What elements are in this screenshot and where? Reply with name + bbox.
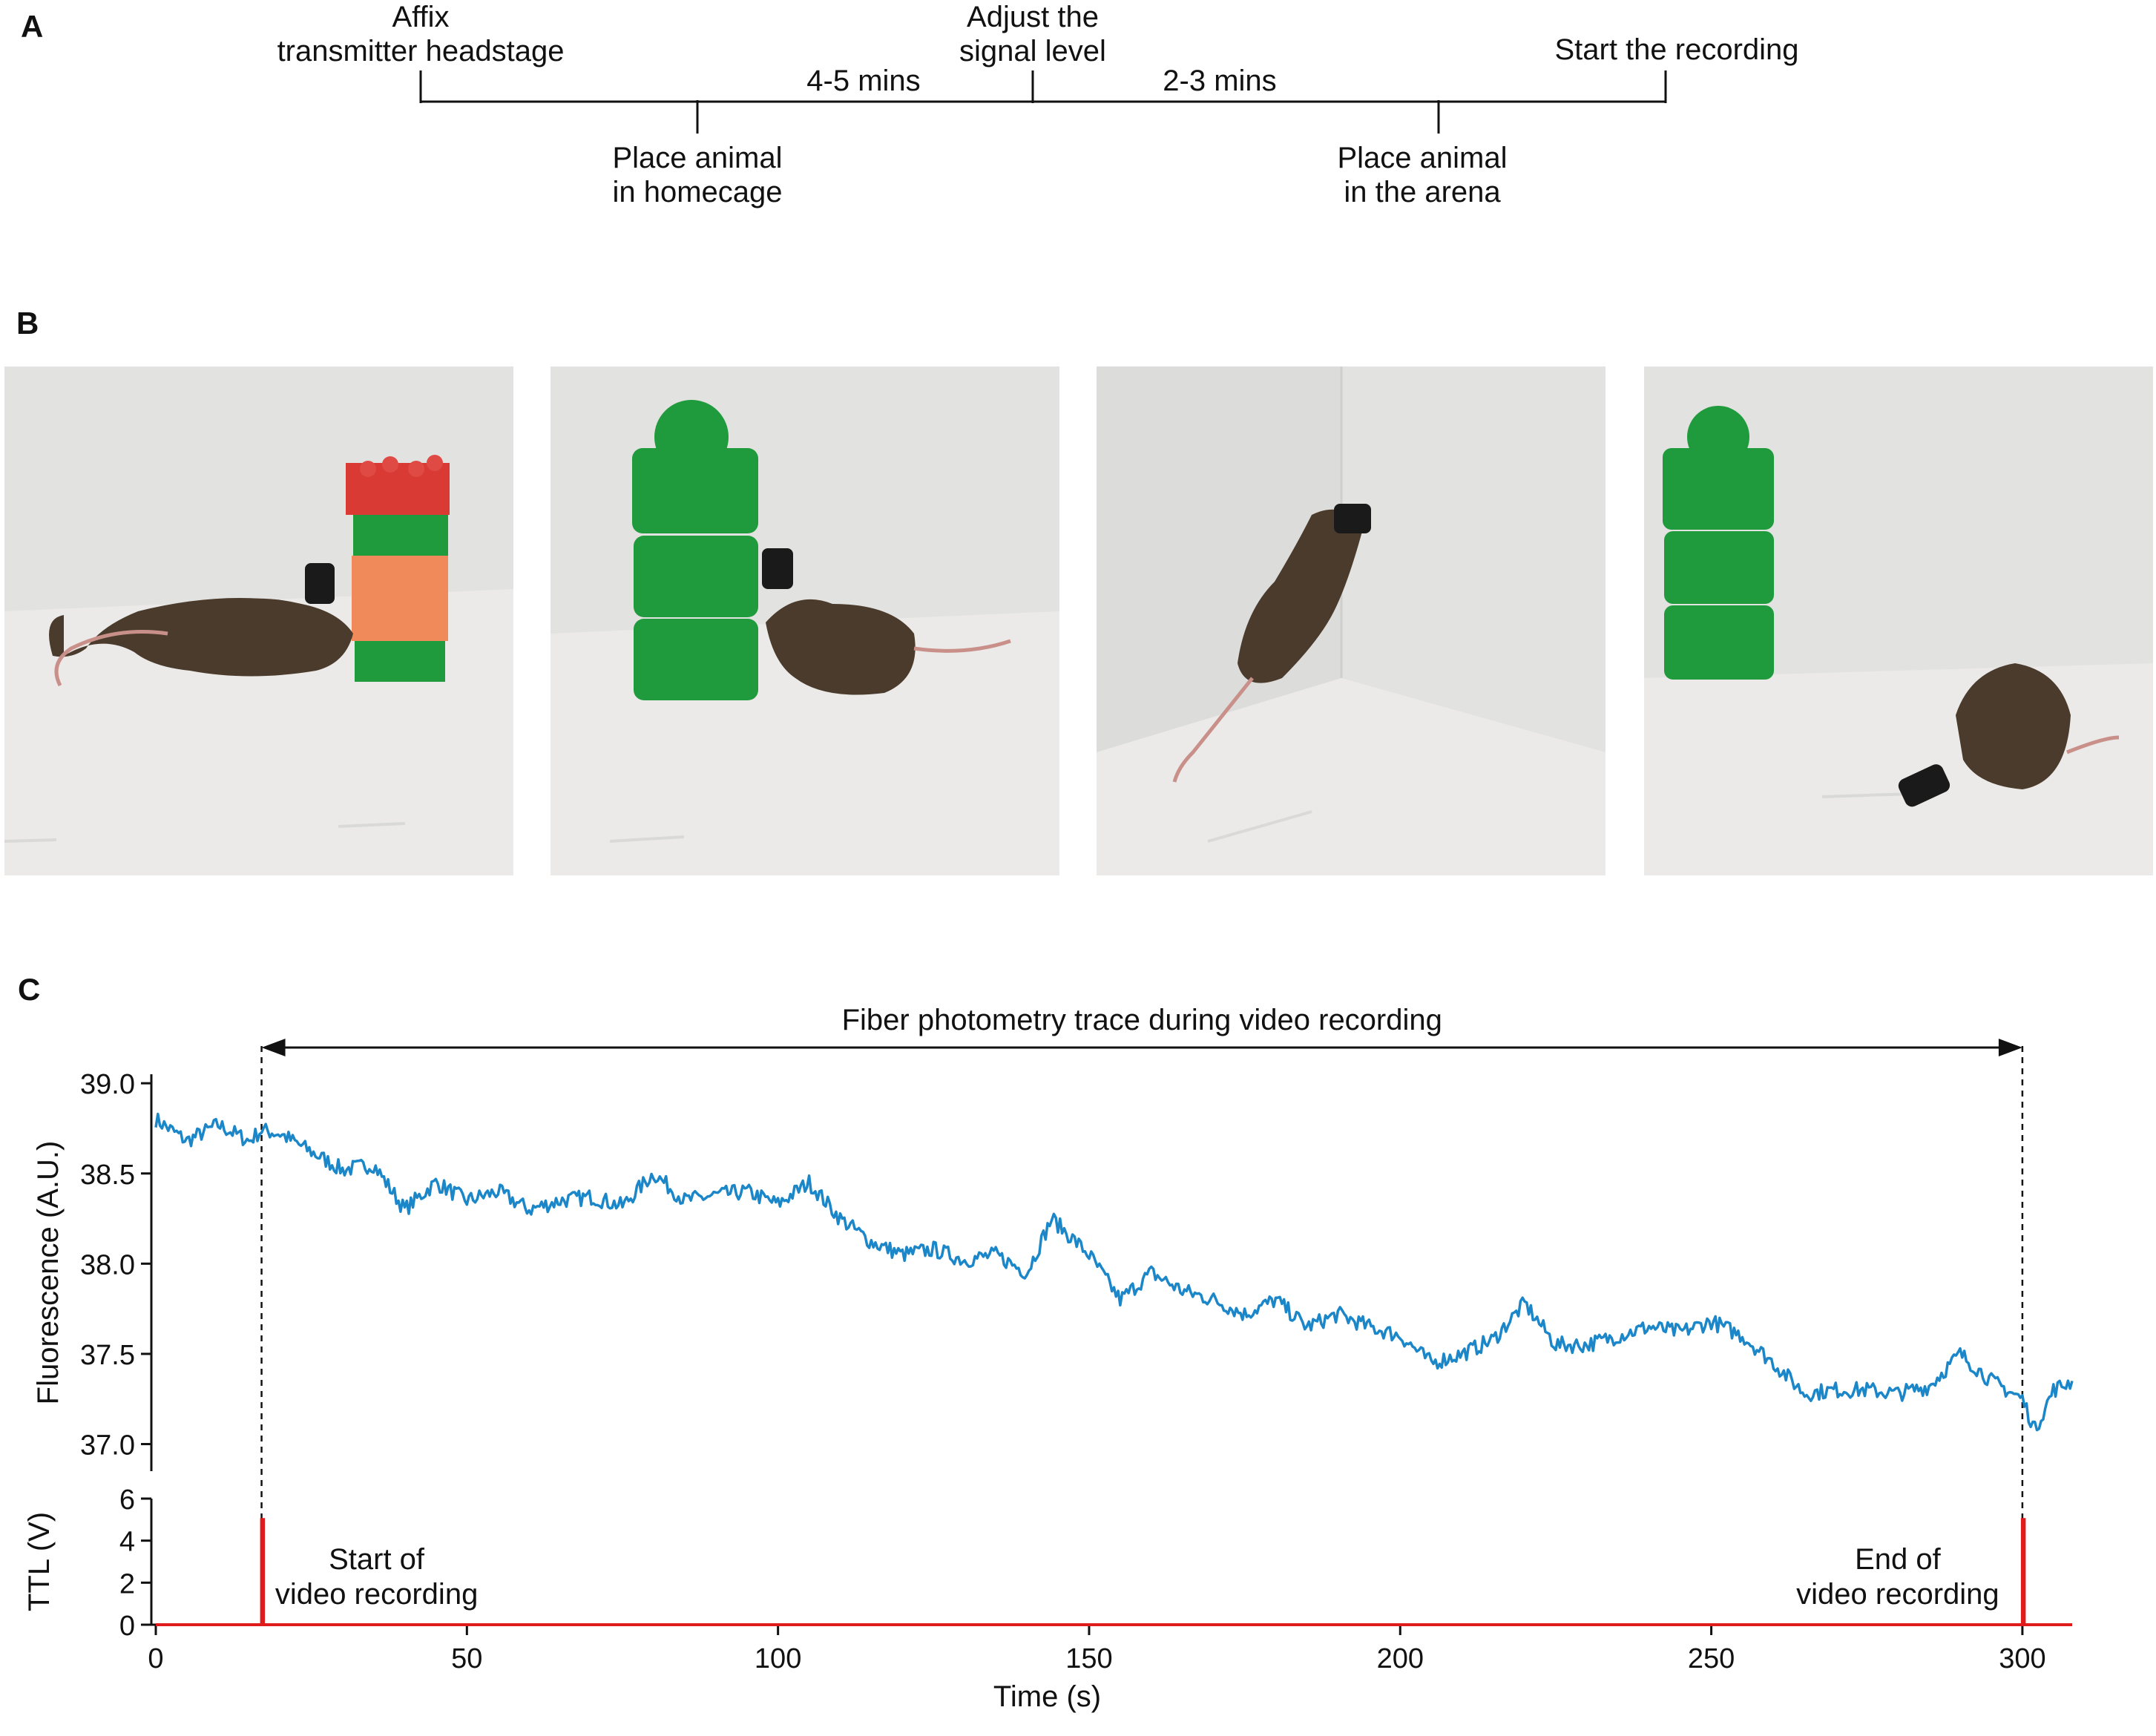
fluorescence-y-tick-label: 37.0 xyxy=(80,1430,135,1462)
timeline-duration-1: 4-5 mins xyxy=(806,65,921,97)
photometry-chart: 37.0 37.5 38.0 38.5 39.0 Fluorescence (A.U.) 0… xyxy=(23,1004,2074,1713)
green-block xyxy=(355,641,445,682)
green-block xyxy=(1664,531,1774,604)
photo-mouse-green-tower xyxy=(550,366,1059,875)
fluorescence-trace xyxy=(154,1112,2074,1432)
time-x-tick-label: 300 xyxy=(1999,1643,2045,1674)
green-block xyxy=(634,536,758,617)
time-x-axis-label: Time (s) xyxy=(993,1680,1101,1713)
transmitter xyxy=(1334,504,1371,533)
start-label-line1: Start of xyxy=(329,1543,425,1576)
chart-title: Fiber photometry trace during video reco… xyxy=(842,1004,1442,1036)
fluorescence-y-tick-label: 37.5 xyxy=(80,1340,135,1371)
photo-mouse-corner xyxy=(1097,366,1606,875)
transmitter xyxy=(1898,764,1950,807)
arrowhead-right xyxy=(1998,1039,2022,1056)
time-x-tick-label: 200 xyxy=(1377,1643,1424,1674)
fluorescence-y-tick-label: 38.5 xyxy=(80,1160,135,1191)
timeline-label-start: Start the recording xyxy=(1554,33,1799,66)
transmitter xyxy=(762,548,793,589)
ttl-y-axis-label: TTL (V) xyxy=(23,1512,56,1611)
timeline-label-homecage: Place animal in homecage xyxy=(612,142,783,208)
fluorescence-y-tick-label: 39.0 xyxy=(80,1069,135,1100)
time-x-tick-label: 250 xyxy=(1688,1643,1735,1674)
ttl-y-tick-label: 6 xyxy=(119,1485,135,1516)
timeline-label-arena: Place animal in the arena xyxy=(1337,142,1508,208)
timeline-label-affix: Affix transmitter headstage xyxy=(277,1,565,68)
arrowhead-left xyxy=(261,1039,286,1056)
ttl-y-tick-label: 0 xyxy=(119,1611,135,1642)
panel-label-c: C xyxy=(18,972,41,1007)
mouse xyxy=(1956,663,2071,789)
panel-label-b: B xyxy=(16,306,39,341)
timeline-axis xyxy=(419,70,1667,134)
ttl-trace xyxy=(156,1518,2072,1626)
time-x-tick-label: 0 xyxy=(148,1643,163,1674)
green-block xyxy=(1663,448,1774,530)
time-x-tick-label: 100 xyxy=(755,1643,801,1674)
end-label-line2: video recording xyxy=(1796,1578,1999,1611)
ttl-y-tick-label: 4 xyxy=(119,1527,135,1558)
panel-label-a: A xyxy=(21,9,44,44)
green-block xyxy=(353,515,448,556)
photo-mouse-red-tower xyxy=(4,366,513,875)
timeline-duration-2: 2-3 mins xyxy=(1163,65,1277,97)
time-x-tick-label: 150 xyxy=(1065,1643,1112,1674)
fluorescence-y-axis-label: Fluorescence (A.U.) xyxy=(32,1141,65,1405)
green-block xyxy=(1664,605,1774,680)
end-label-line1: End of xyxy=(1855,1543,1942,1576)
time-x-tick-label: 50 xyxy=(451,1643,482,1674)
transmitter xyxy=(305,563,335,604)
mouse xyxy=(766,599,916,695)
ttl-y-tick-label: 2 xyxy=(119,1568,135,1599)
fluorescence-y-tick-label: 38.0 xyxy=(80,1249,135,1280)
orange-block xyxy=(352,556,448,641)
start-label-line2: video recording xyxy=(275,1578,479,1611)
photo-mouse-grooming xyxy=(1644,366,2153,875)
green-block xyxy=(634,619,758,700)
mouse xyxy=(1238,509,1364,683)
green-block xyxy=(632,448,758,533)
timeline-label-adjust: Adjust the signal level xyxy=(959,1,1106,68)
